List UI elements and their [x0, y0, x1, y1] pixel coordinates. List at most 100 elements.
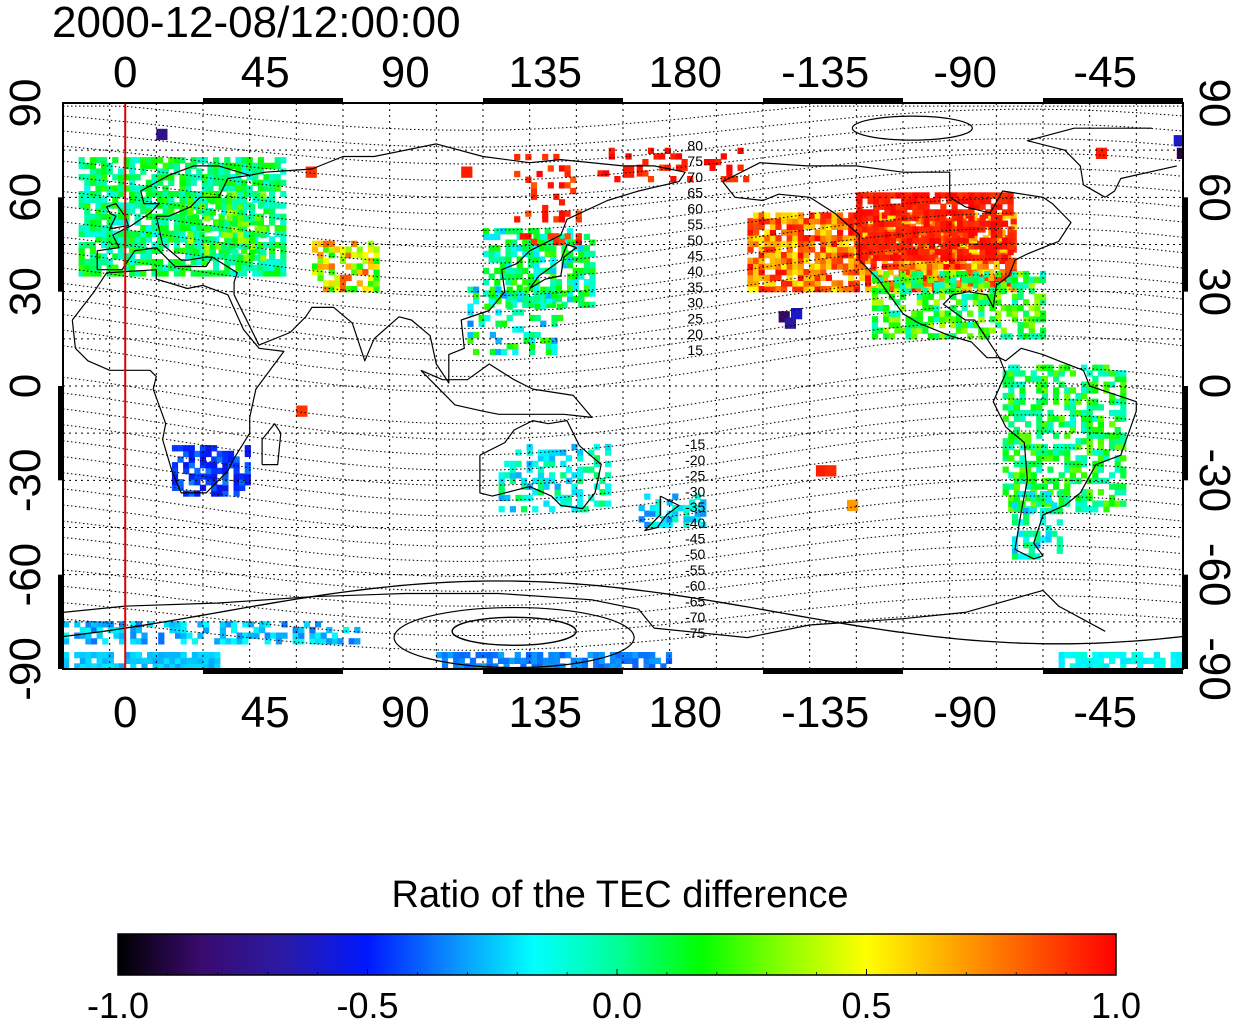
frame-segment — [203, 98, 343, 103]
tec-pixel — [241, 270, 248, 277]
tec-pixel — [190, 253, 197, 260]
tec-pixel — [514, 170, 521, 178]
tec-pixel — [775, 274, 782, 281]
tec-pixel — [532, 477, 539, 485]
tec-pixel — [168, 157, 175, 164]
magnetic-contour — [63, 105, 1183, 131]
tec-pixel — [190, 219, 197, 226]
tec-pixel — [123, 253, 130, 260]
tec-pixel — [254, 226, 261, 233]
tec-pixel — [1053, 483, 1060, 490]
tec-pixel — [904, 269, 911, 276]
tec-pixel — [1056, 508, 1063, 515]
tec-pixel — [820, 212, 827, 219]
tec-pixel — [1030, 494, 1037, 502]
contour-label: 55 — [687, 216, 703, 232]
tec-pixel — [263, 259, 270, 266]
tec-pixel — [1019, 477, 1026, 485]
tec-pixel — [939, 282, 946, 289]
tec-pixel — [78, 157, 85, 164]
tec-pixel — [929, 214, 936, 222]
tec-pixel — [820, 286, 827, 293]
tec-pixel — [917, 203, 925, 210]
tec-pixel — [621, 657, 628, 664]
tec-pixel — [226, 237, 233, 244]
magnetic-contour — [63, 258, 1183, 313]
tec-pixel — [180, 657, 187, 664]
tec-pixel — [912, 209, 919, 216]
tec-pixel — [1007, 198, 1014, 205]
tec-pixel — [1013, 494, 1020, 502]
tec-pixel — [1013, 381, 1020, 388]
tec-pixel — [923, 220, 930, 227]
tec-pixel — [95, 270, 102, 277]
tec-pixel — [803, 218, 810, 225]
tec-pixel — [63, 657, 70, 664]
tec-pixel — [1097, 652, 1104, 659]
tec-pixel — [351, 286, 358, 293]
tec-pixel — [243, 231, 250, 239]
tec-pixel — [1114, 375, 1121, 383]
tec-pixel — [1058, 370, 1065, 377]
tec-pixel — [1030, 483, 1037, 490]
tec-pixel — [867, 214, 874, 222]
tec-pixel — [239, 484, 246, 491]
tec-pixel — [945, 192, 953, 199]
tec-pixel — [726, 176, 733, 183]
tec-pixel — [237, 209, 244, 216]
tec-pixel — [145, 179, 152, 186]
tec-pixel — [1019, 432, 1026, 439]
tec-pixel — [937, 263, 944, 270]
tec-pixel — [647, 147, 655, 154]
tec-pixel — [95, 264, 102, 271]
tec-pixel — [78, 191, 85, 198]
tec-pixel — [522, 245, 529, 252]
tec-pixel — [883, 270, 890, 278]
tec-pixel — [235, 185, 242, 192]
tec-pixel — [163, 652, 170, 659]
frame-segment — [1183, 386, 1188, 481]
tec-pixel — [1039, 276, 1047, 283]
tec-pixel — [473, 286, 480, 293]
tec-pixel — [856, 198, 863, 205]
tec-pixel — [323, 240, 330, 247]
tec-pixel — [185, 168, 192, 175]
tec-pixel — [996, 203, 1003, 210]
tec-pixel — [973, 220, 981, 227]
tec-pixel — [775, 218, 782, 225]
tec-pixel — [531, 657, 538, 664]
tec-pixel — [1013, 398, 1020, 405]
tec-pixel — [593, 443, 600, 451]
tec-pixel — [140, 157, 147, 164]
tec-pixel — [1120, 652, 1127, 659]
tec-pixel — [183, 450, 190, 458]
tec-pixel — [797, 229, 804, 236]
tec-pixel — [764, 280, 771, 287]
tec-pixel — [156, 128, 168, 141]
tec-pixel — [1000, 304, 1007, 312]
tec-pixel — [747, 218, 754, 225]
tec-pixel — [1002, 483, 1009, 490]
tec-pixel — [1028, 321, 1035, 329]
tec-pixel — [632, 652, 639, 659]
tec-pixel — [173, 168, 180, 175]
tec-pixel — [1114, 652, 1121, 659]
tec-pixel — [151, 162, 158, 169]
tec-pixel — [252, 196, 259, 203]
tec-pixel — [1103, 652, 1110, 659]
tec-pixel — [1013, 364, 1020, 371]
tec-pixel — [551, 320, 558, 327]
tec-pixel — [957, 237, 964, 244]
tec-pixel — [638, 516, 645, 523]
tec-pixel — [1011, 536, 1019, 543]
tec-pixel — [578, 256, 585, 263]
tec-pixel — [529, 343, 536, 350]
tec-pixel — [197, 632, 204, 639]
contour-label: 25 — [687, 310, 703, 326]
tec-pixel — [883, 304, 890, 312]
tec-pixel — [244, 467, 251, 475]
tec-pixel — [213, 253, 220, 260]
tec-pixel — [1036, 466, 1043, 473]
tec-pixel — [194, 490, 201, 497]
tec-pixel — [326, 626, 333, 634]
